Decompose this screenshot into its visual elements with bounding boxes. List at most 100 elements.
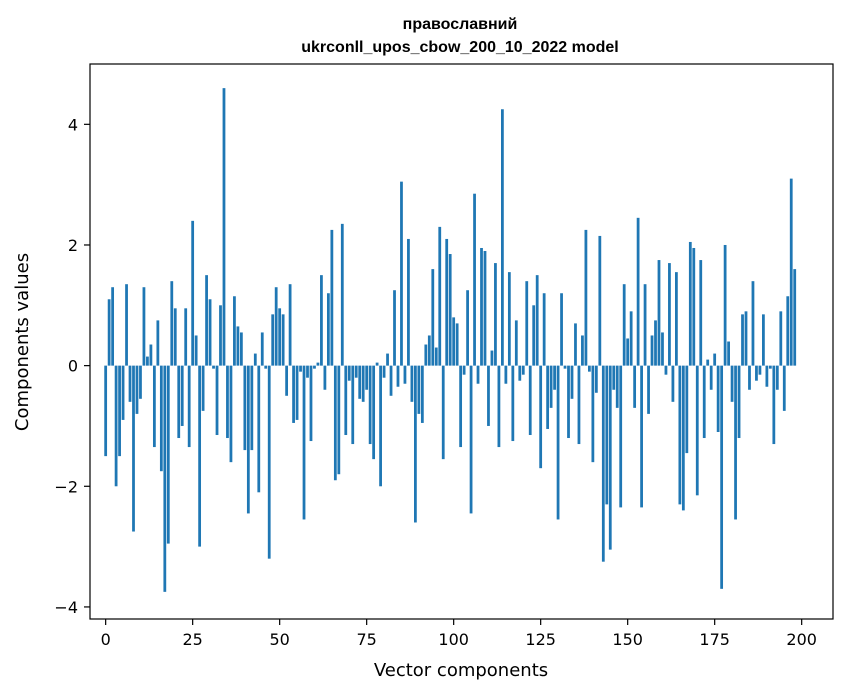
- bar-146: [612, 365, 616, 390]
- bar-48: [271, 314, 275, 366]
- y-tick-label: −2: [54, 477, 78, 496]
- bar-153: [636, 217, 640, 366]
- bar-56: [299, 365, 302, 372]
- bar-108: [480, 247, 483, 366]
- x-axis-ticks: 0 25 50 75 100 125 150 175 200: [101, 619, 817, 649]
- bar-130: [556, 365, 560, 520]
- bar-179: [727, 341, 730, 366]
- x-tick-label: 75: [356, 630, 376, 649]
- bar-25: [191, 220, 195, 366]
- bar-13: [149, 344, 153, 366]
- bar-12: [146, 356, 149, 366]
- bar-190: [765, 365, 769, 387]
- bar-41: [246, 365, 250, 514]
- bar-194: [779, 311, 783, 366]
- x-tick-label: 100: [438, 630, 469, 649]
- bar-44: [257, 365, 261, 493]
- bar-67: [337, 365, 341, 475]
- bar-31: [212, 365, 215, 369]
- bar-16: [159, 365, 163, 472]
- bar-161: [664, 365, 668, 375]
- bar-174: [709, 365, 713, 390]
- bar-189: [762, 314, 765, 366]
- bar-60: [313, 365, 316, 369]
- bar-24: [187, 365, 191, 448]
- bar-143: [601, 365, 605, 562]
- bar-185: [748, 365, 751, 390]
- x-tick-label: 0: [101, 630, 111, 649]
- bar-4: [118, 365, 121, 457]
- bar-10: [139, 365, 142, 399]
- bar-184: [744, 311, 748, 366]
- bar-181: [734, 365, 737, 520]
- bar-110: [487, 365, 490, 426]
- bar-131: [560, 293, 563, 366]
- bar-28: [201, 365, 205, 411]
- bar-175: [713, 353, 717, 366]
- bar-99: [448, 254, 452, 366]
- bar-132: [563, 365, 567, 369]
- bar-54: [292, 365, 295, 423]
- bar-136: [577, 365, 581, 445]
- bar-26: [194, 335, 198, 366]
- bar-81: [386, 353, 389, 366]
- bar-89: [414, 365, 417, 523]
- bar-100: [452, 317, 456, 366]
- bar-193: [775, 365, 779, 390]
- bar-52: [285, 365, 289, 396]
- bar-183: [741, 314, 744, 366]
- bar-1: [107, 299, 111, 366]
- x-axis-label: Vector components: [374, 660, 548, 681]
- bar-151: [629, 311, 633, 366]
- bar-182: [737, 365, 741, 439]
- bar-35: [226, 365, 229, 439]
- bar-124: [535, 275, 539, 366]
- bar-73: [358, 365, 362, 399]
- bar-96: [438, 226, 442, 366]
- bar-197: [789, 178, 793, 366]
- bar-34: [222, 88, 226, 366]
- chart-title-line2: ukrconll_upos_cbow_200_10_2022 model: [301, 39, 618, 56]
- bar-11: [142, 287, 146, 366]
- bar-71: [351, 365, 355, 445]
- bar-92: [424, 344, 428, 366]
- bar-65: [330, 229, 334, 366]
- bar-142: [598, 235, 602, 366]
- bar-158: [654, 320, 657, 366]
- bar-191: [768, 365, 772, 369]
- bar-140: [591, 365, 595, 463]
- bar-177: [720, 365, 724, 589]
- bar-20: [173, 308, 177, 366]
- bar-8: [132, 365, 135, 532]
- bar-147: [615, 365, 619, 408]
- bar-162: [668, 263, 671, 366]
- bar-95: [434, 347, 438, 366]
- bar-169: [692, 247, 696, 366]
- bar-104: [466, 290, 469, 366]
- bar-50: [278, 308, 282, 366]
- bar-5: [121, 365, 125, 420]
- bar-144: [605, 365, 609, 505]
- bar-121: [525, 281, 529, 366]
- bar-168: [688, 241, 692, 366]
- chart-title-line1: православний: [403, 16, 518, 33]
- bar-22: [180, 365, 184, 426]
- x-tick-label: 50: [269, 630, 289, 649]
- y-tick-label: 4: [68, 115, 78, 134]
- bar-47: [267, 365, 271, 559]
- y-tick-label: 0: [68, 357, 78, 376]
- bar-101: [455, 323, 459, 366]
- bar-27: [198, 365, 202, 547]
- bar-109: [483, 251, 487, 366]
- bar-88: [410, 365, 414, 402]
- x-tick-label: 150: [612, 630, 643, 649]
- bar-141: [594, 365, 598, 393]
- bar-40: [243, 365, 247, 451]
- bar-148: [619, 365, 623, 508]
- bar-176: [716, 365, 720, 432]
- bar-114: [501, 109, 504, 366]
- bar-21: [177, 365, 181, 439]
- bar-123: [532, 305, 536, 366]
- bar-77: [372, 365, 376, 460]
- bar-103: [462, 365, 466, 375]
